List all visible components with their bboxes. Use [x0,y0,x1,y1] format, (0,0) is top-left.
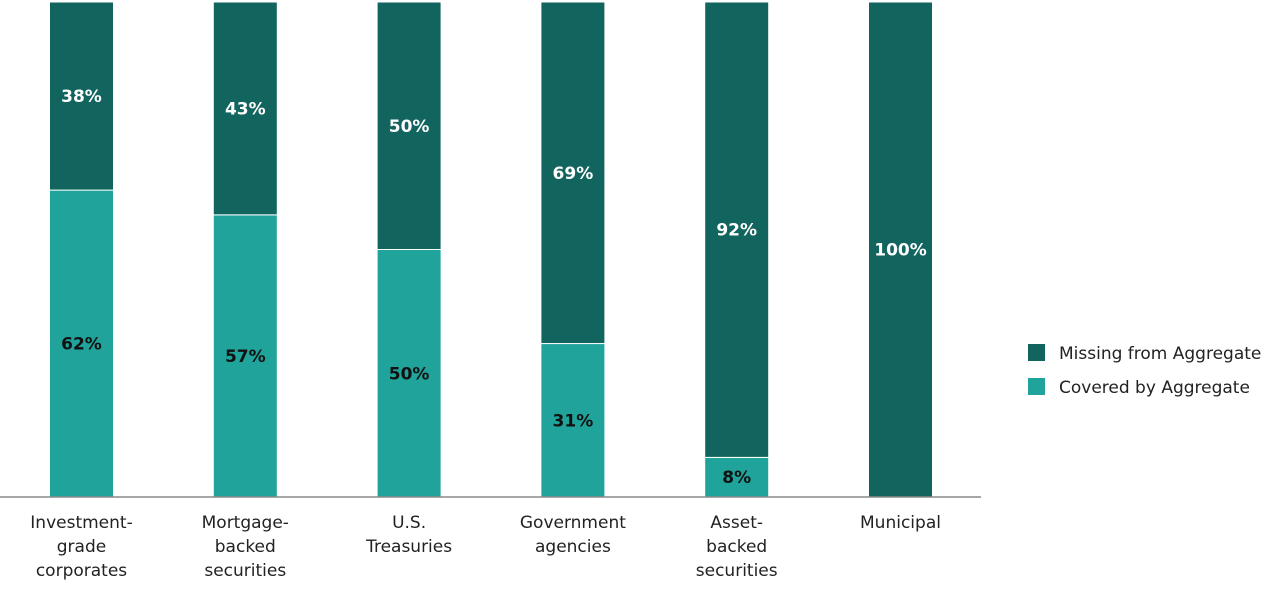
bar-segment-missing-3 [376,1,442,250]
bar-labels-layer: 62% 38% 57% 43% 50% 50% 31% 69% 8% 92% 100% [61,87,927,488]
bar-segment-missing-2 [212,1,278,216]
x-tick-label-1: Investment-grade corporates [30,513,132,581]
data-label-missing-2: 43% [225,99,266,119]
bar-segment-missing-1 [49,1,114,191]
x-tick-label-2: Mortgage-backed securities [202,513,289,581]
x-tick-label-3: U.S. Treasuries [365,513,452,557]
x-tick-label-line: backed [215,537,276,557]
x-tick-label-line: Mortgage- [202,513,289,533]
x-tick-label-6: Municipal [860,513,941,533]
x-tick-label-line: Asset- [710,513,763,533]
x-tick-label-5: Asset-backed securities [696,513,778,581]
bar-segment-covered-1 [49,189,114,498]
bars-layer [49,1,933,498]
x-tick-label-line: Municipal [860,513,941,533]
x-tick-label-line: U.S. [392,513,426,533]
x-tick-label-line: Treasuries [365,537,452,557]
x-tick-label-line: Investment- [30,513,132,533]
data-label-missing-3: 50% [389,117,430,137]
x-tick-label-line: Government [520,513,626,533]
data-label-missing-5: 92% [716,221,757,241]
x-tick-label-line: grade [57,537,106,557]
category-labels: Investment-grade corporates Mortgage-backe… [30,513,941,581]
data-label-missing-4: 69% [553,164,594,184]
x-tick-label-line: agencies [535,537,611,557]
legend-label-missing: Missing from Aggregate [1059,344,1261,364]
bar-segment-covered-3 [376,249,442,498]
bar-segment-missing-5 [704,1,770,458]
legend-swatch-missing [1028,344,1045,361]
x-tick-label-line: securities [696,561,778,581]
x-tick-label-line: backed [706,537,767,557]
bar-segment-missing-4 [540,1,606,345]
data-label-covered-5: 8% [722,468,751,488]
data-label-covered-4: 31% [553,411,594,431]
legend-swatch-covered [1028,378,1045,395]
data-label-missing-6: 100% [874,241,927,261]
data-label-covered-2: 57% [225,347,266,367]
data-label-missing-1: 38% [61,87,102,107]
bar-segment-missing-6 [868,1,933,498]
data-label-covered-1: 62% [61,335,102,355]
x-tick-label-line: securities [204,561,286,581]
legend-label-covered: Covered by Aggregate [1059,378,1250,398]
x-tick-label-line: corporates [36,561,127,581]
data-label-covered-3: 50% [389,364,430,384]
legend: Missing from Aggregate Covered by Aggrega… [1028,344,1261,398]
x-tick-label-4: Government agencies [520,513,626,557]
